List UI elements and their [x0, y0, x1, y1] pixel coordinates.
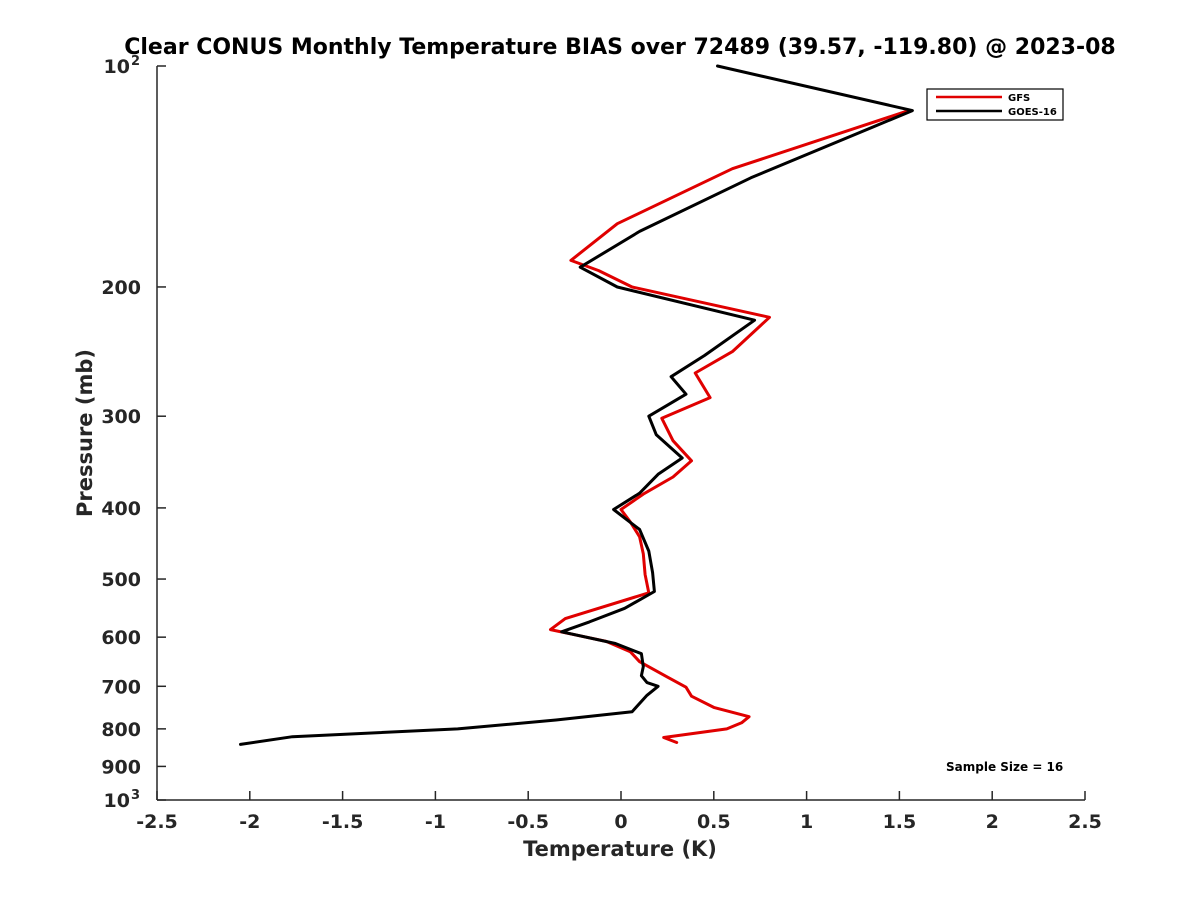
x-tick-label: -1	[425, 811, 446, 833]
series-line-gfs	[549, 109, 911, 744]
y-axis-label: Pressure (mb)	[73, 349, 97, 517]
y-tick-label: 500	[101, 569, 141, 591]
x-tick-label: 1	[800, 811, 813, 833]
y-tick-label: 800	[101, 719, 141, 741]
y-tick-label: 10	[104, 790, 130, 812]
x-tick-label: -0.5	[507, 811, 549, 833]
series-layer	[239, 64, 914, 746]
x-tick-label: 0.5	[697, 811, 731, 833]
x-axis-label: Temperature (K)	[523, 837, 717, 861]
legend-label-gfs: GFS	[1008, 93, 1030, 104]
x-tick-label: 2.5	[1068, 811, 1102, 833]
x-tick-label: -2.5	[136, 811, 178, 833]
chart-title: Clear CONUS Monthly Temperature BIAS ove…	[124, 35, 1115, 60]
y-tick-label: 400	[101, 498, 141, 520]
y-tick-label: 700	[101, 676, 141, 698]
legend-label-goes16: GOES-16	[1008, 107, 1057, 118]
y-tick-label: 900	[101, 756, 141, 778]
legend-box	[926, 88, 1064, 121]
x-tick-label: 2	[986, 811, 999, 833]
y-tick-exponent: 3	[131, 788, 140, 803]
x-tick-label: 0	[614, 811, 627, 833]
series-line-goes16	[239, 64, 914, 746]
y-tick-label: 10	[104, 56, 130, 78]
y-tick-exponent: 2	[131, 54, 140, 69]
y-tick-label: 200	[101, 277, 141, 299]
legend: GFS GOES-16	[926, 88, 1064, 121]
x-tick-label: -2	[239, 811, 260, 833]
axes: -2.5 -2 -1.5 -1 -0.5 0 0.5 1 1.5 2 2.510 2200300400…	[101, 54, 1102, 833]
y-tick-label: 600	[101, 627, 141, 649]
sample-size-annotation: Sample Size = 16	[946, 760, 1063, 774]
x-tick-label: -1.5	[322, 811, 364, 833]
y-tick-label: 300	[101, 406, 141, 428]
x-tick-label: 1.5	[883, 811, 917, 833]
